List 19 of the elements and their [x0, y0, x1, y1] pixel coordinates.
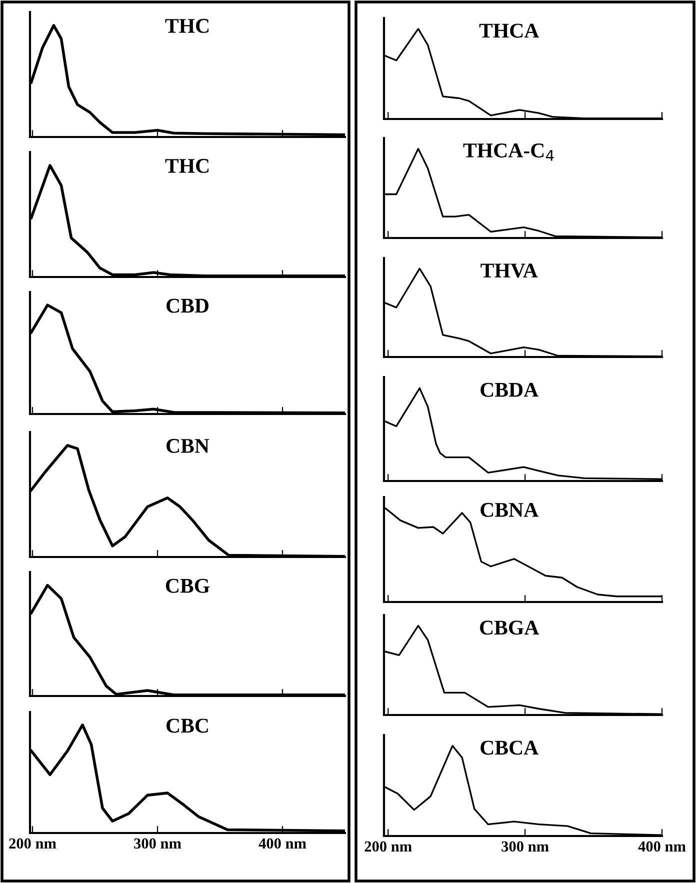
chart-title: THCA — [479, 24, 540, 38]
chart-title: CBC — [166, 718, 208, 733]
x-tick-label: 400 nm — [638, 841, 686, 852]
chart-title: CBDA — [480, 382, 538, 397]
x-tick-label: 400 nm — [258, 838, 306, 849]
chart-title: CBG — [166, 578, 210, 593]
chart-title: THCA-C$_{4}$ — [463, 144, 554, 161]
chart-title: THVA — [480, 264, 538, 278]
chart-title: CBN — [166, 438, 210, 453]
chart-title: THC — [165, 158, 208, 173]
chart-title: CBCA — [480, 740, 538, 755]
x-tick-label: 300 nm — [502, 841, 549, 852]
chart-title: THC — [165, 18, 208, 33]
chart-title: CBGA — [480, 620, 540, 635]
x-tick-label: 200 nm — [364, 841, 412, 852]
x-tick-label: 300 nm — [134, 838, 182, 849]
chart-title: CBNA — [480, 502, 538, 517]
chart-title: CBD — [166, 298, 208, 313]
x-tick-label: 200 nm — [9, 838, 56, 849]
